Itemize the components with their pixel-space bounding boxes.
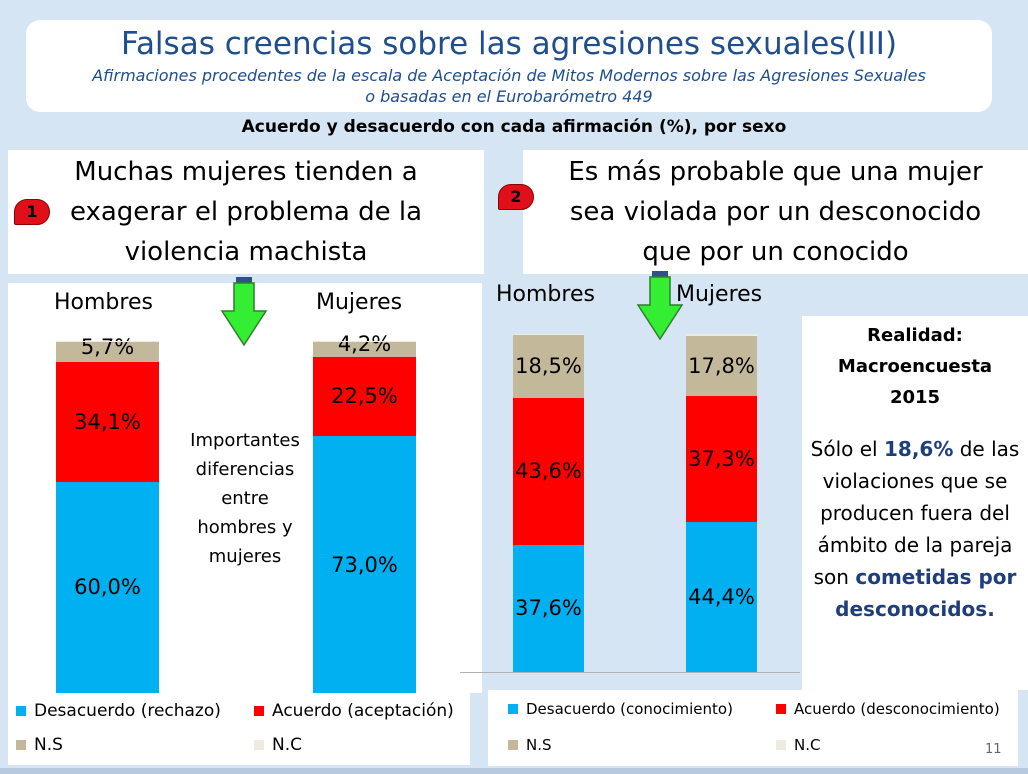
chart-2-label-mujeres-acuerdo: 37,3% xyxy=(688,446,755,471)
chart-1-label-hombres-desacuerdo: 60,0% xyxy=(74,575,141,600)
chart-2-label-hombres-ns: 18,5% xyxy=(515,354,582,379)
reality-title: Realidad: Macroencuesta 2015 xyxy=(802,320,1028,413)
chart-2-bar-hombres-nc xyxy=(513,334,584,335)
statement-2-line-2: sea violada por un desconocido xyxy=(569,197,982,227)
arrow-down-icon xyxy=(220,277,268,347)
legend-2-item-desacuerdo: Desacuerdo (conocimiento) xyxy=(508,700,733,718)
statement-1-line-3: violencia machista xyxy=(124,237,368,267)
legend-swatch-desacuerdo xyxy=(16,706,26,716)
reality-title-line-3: 2015 xyxy=(889,387,941,408)
legend-2-item-acuerdo: Acuerdo (desconocimiento) xyxy=(776,700,1000,718)
reality-box: Realidad: Macroencuesta 2015 Sólo el 18,… xyxy=(802,316,1028,690)
legend-1-label-acuerdo: Acuerdo (aceptación) xyxy=(272,701,454,721)
chart-2-legend: Desacuerdo (conocimiento) Acuerdo (desco… xyxy=(488,690,1018,766)
chart-1-bar-mujeres-acuerdo: 22,5% xyxy=(313,356,416,437)
page-number: 11 xyxy=(985,742,1002,757)
reality-text: Sólo el 18,6% de las violaciones que se … xyxy=(802,433,1028,625)
chart-2-label-hombres-desacuerdo: 37,6% xyxy=(515,596,582,621)
note-line-4: hombres y xyxy=(197,517,293,538)
page-title: Falsas creencias sobre las agresiones se… xyxy=(120,26,898,62)
reality-title-line-2: Macroencuesta xyxy=(837,356,993,377)
chart-2-category-hombres: Hombres xyxy=(496,282,595,307)
reality-title-line-1: Realidad: xyxy=(867,325,963,346)
title-box xyxy=(26,20,992,112)
note-line-5: mujeres xyxy=(208,546,282,567)
chart-1-bar-hombres-nc xyxy=(56,341,159,342)
statement-1-line-1: Muchas mujeres tienden a xyxy=(74,157,418,187)
legend-2-label-desacuerdo: Desacuerdo (conocimiento) xyxy=(526,700,733,718)
arrow-down-icon-2 xyxy=(636,271,684,341)
chart-1-label-mujeres-ns: 4,2% xyxy=(337,332,392,357)
legend-1-item-ns: N.S xyxy=(16,735,63,755)
chart-1-label-mujeres-acuerdo: 22,5% xyxy=(331,384,398,409)
statement-1-line-2: exagerar el problema de la xyxy=(69,197,423,227)
legend-swatch-nc xyxy=(776,740,786,750)
legend-1-label-desacuerdo: Desacuerdo (rechazo) xyxy=(34,701,221,721)
chart-1-category-hombres: Hombres xyxy=(54,290,153,315)
chart-2-bar-hombres-desacuerdo: 37,6% xyxy=(513,544,584,672)
note-line-2: diferencias xyxy=(195,459,295,480)
chart-1-bar-mujeres-desacuerdo: 73,0% xyxy=(313,436,416,693)
legend-2-label-acuerdo: Acuerdo (desconocimiento) xyxy=(794,700,1000,718)
chart-2-bar-mujeres-nc xyxy=(686,334,757,336)
legend-1-item-nc: N.C xyxy=(254,735,302,755)
chart-1-legend: Desacuerdo (rechazo) Acuerdo (aceptación… xyxy=(8,693,470,765)
differences-note: Importantes diferencias entre hombres y … xyxy=(182,418,308,588)
legend-2-label-ns: N.S xyxy=(526,736,552,754)
legend-1-label-ns: N.S xyxy=(34,735,63,755)
chart-2-bar-hombres-acuerdo: 43,6% xyxy=(513,397,584,545)
statement-2-box: Es más probable que una mujer sea violad… xyxy=(523,150,1028,274)
statement-2-line-3: que por un conocido xyxy=(642,237,909,267)
legend-1-item-desacuerdo: Desacuerdo (rechazo) xyxy=(16,701,221,721)
legend-2-item-ns: N.S xyxy=(508,736,552,754)
chart-1-bar-hombres-ns: 5,7% xyxy=(56,335,159,362)
statement-1-badge: 1 xyxy=(14,199,50,225)
chart-1-bar-hombres-acuerdo: 34,1% xyxy=(56,361,159,482)
statement-2-line-1: Es más probable que una mujer xyxy=(568,157,983,187)
chart-2-label-hombres-acuerdo: 43,6% xyxy=(515,459,582,484)
chart-heading: Acuerdo y desacuerdo con cada afirmación… xyxy=(241,117,787,137)
note-line-3: entre xyxy=(221,488,269,509)
legend-swatch-nc xyxy=(254,740,264,750)
chart-1-bar-mujeres-nc xyxy=(313,341,416,343)
reality-text-mid: de las violaciones que se producen fuera… xyxy=(813,437,1020,589)
chart-1-label-hombres-ns: 5,7% xyxy=(80,334,135,359)
bottom-border xyxy=(0,768,1028,774)
legend-swatch-acuerdo xyxy=(776,704,786,714)
legend-swatch-acuerdo xyxy=(254,706,264,716)
reality-text-before: Sólo el xyxy=(810,437,884,461)
chart-1-bar-mujeres-ns: 4,2% xyxy=(313,332,416,357)
legend-1-label-nc: N.C xyxy=(272,735,302,755)
chart-2-category-mujeres: Mujeres xyxy=(676,282,763,307)
legend-2-label-nc: N.C xyxy=(794,736,821,754)
chart-2-label-mujeres-desacuerdo: 44,4% xyxy=(688,584,755,609)
chart-2-bar-mujeres-ns: 17,8% xyxy=(686,335,757,396)
chart-2-bar-hombres-ns: 18,5% xyxy=(513,335,584,398)
chart-2-baseline xyxy=(460,672,800,673)
chart-2-bar-mujeres-acuerdo: 37,3% xyxy=(686,395,757,522)
chart-1-label-hombres-acuerdo: 34,1% xyxy=(74,409,141,434)
legend-1-item-acuerdo: Acuerdo (aceptación) xyxy=(254,701,454,721)
legend-swatch-desacuerdo xyxy=(508,704,518,714)
subtitle-line-2: o basadas en el Eurobarómetro 449 xyxy=(365,87,653,106)
chart-2-label-mujeres-ns: 17,8% xyxy=(688,353,755,378)
legend-swatch-ns xyxy=(16,740,26,750)
legend-swatch-ns xyxy=(508,740,518,750)
chart-1-category-mujeres: Mujeres xyxy=(316,290,403,315)
subtitle-line-1: Afirmaciones procedentes de la escala de… xyxy=(92,66,926,85)
chart-2-bar-mujeres-desacuerdo: 44,4% xyxy=(686,521,757,672)
chart-1-label-mujeres-desacuerdo: 73,0% xyxy=(331,552,398,577)
note-line-1: Importantes xyxy=(190,430,300,451)
legend-2-item-nc: N.C xyxy=(776,736,820,754)
chart-1-bar-hombres-desacuerdo: 60,0% xyxy=(56,481,159,693)
statement-1-box: Muchas mujeres tienden a exagerar el pro… xyxy=(8,150,484,274)
reality-highlight: 18,6% xyxy=(883,437,954,461)
statement-2-badge: 2 xyxy=(498,184,534,210)
reality-text-bold: cometidas por desconocidos. xyxy=(835,565,1017,621)
